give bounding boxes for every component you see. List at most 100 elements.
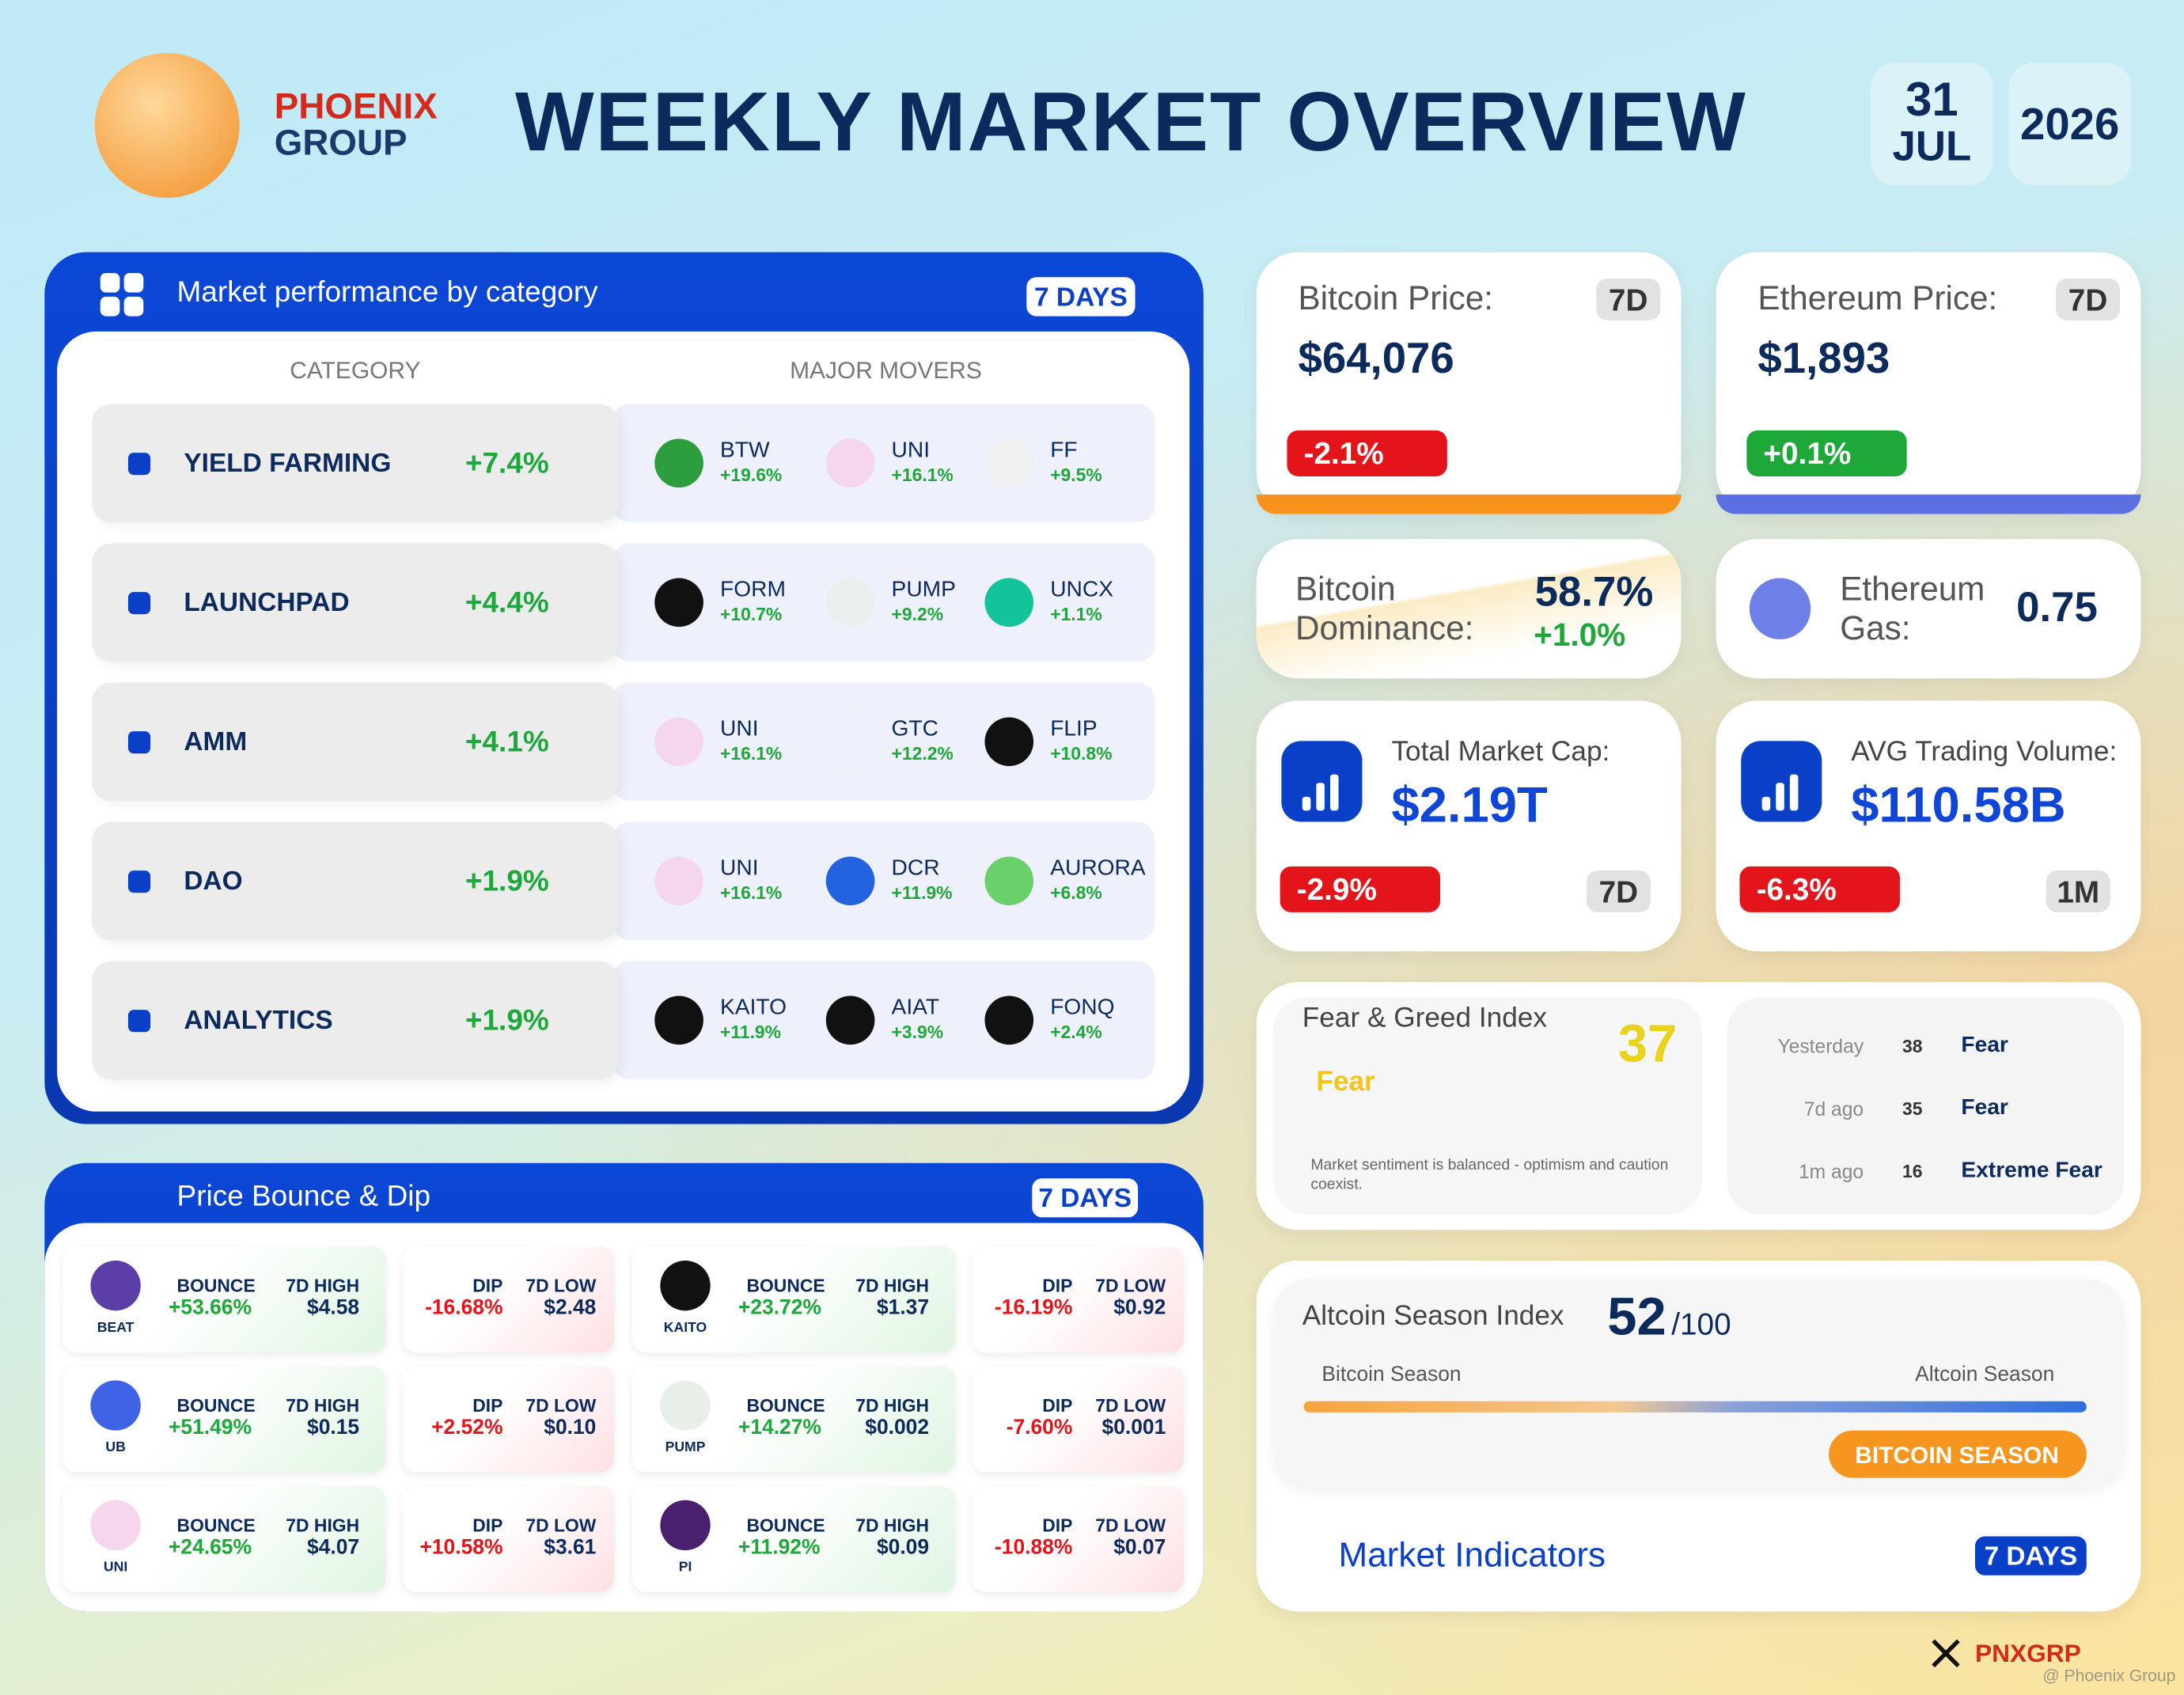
gas-value: 0.75 — [2016, 585, 2098, 631]
dominance-change: +1.0% — [1534, 616, 1626, 653]
eth-icon — [1749, 578, 1811, 639]
panel-icon — [123, 296, 144, 317]
period-badge-text: 7D — [1608, 282, 1648, 318]
metric-icon-bar — [1776, 783, 1784, 811]
category-marker — [127, 870, 151, 893]
metric-icon-bar — [1761, 796, 1771, 811]
low-label: 7D LOW — [525, 1275, 597, 1296]
status-badge — [1829, 1430, 2087, 1478]
token-icon — [984, 717, 1034, 767]
high-label: 7D HIGH — [286, 1515, 360, 1536]
high-value: $1.37 — [876, 1295, 930, 1320]
dominance-label: Dominance: — [1295, 609, 1474, 648]
price-value: $64,076 — [1298, 333, 1454, 383]
token-icon — [90, 1260, 141, 1311]
token-name: PUMP — [665, 1440, 706, 1456]
panel-icon — [100, 296, 120, 317]
token-icon — [660, 1500, 711, 1551]
date-day: 31 — [1905, 74, 1958, 127]
date-month: JUL — [1892, 123, 1972, 170]
fear-greed-title: Fear & Greed Index — [1302, 1003, 1547, 1034]
low-value: $0.10 — [544, 1416, 597, 1440]
period-badge — [1026, 277, 1136, 317]
token-name: PI — [678, 1560, 692, 1576]
mover-symbol: AIAT — [891, 995, 940, 1020]
high-label: 7D HIGH — [855, 1275, 930, 1296]
period-badge — [1974, 1536, 2087, 1576]
category-marker — [127, 731, 151, 754]
mover-symbol: BTW — [720, 438, 770, 463]
season-label: Bitcoin Season — [1321, 1363, 1462, 1387]
mover-symbol: UNI — [891, 438, 931, 463]
mover-change: +16.1% — [720, 743, 783, 764]
token-icon — [825, 856, 875, 906]
category-change: +1.9% — [464, 1004, 549, 1037]
category-marker — [127, 453, 151, 476]
mover-symbol: UNI — [720, 717, 759, 741]
metric-icon-bar — [1302, 796, 1311, 811]
dip-label: DIP — [1042, 1515, 1073, 1536]
altcoin-value: 52 — [1607, 1288, 1666, 1348]
high-label: 7D HIGH — [286, 1275, 360, 1296]
history-label: Extreme Fear — [1961, 1158, 2102, 1183]
logo — [94, 52, 240, 198]
metric-icon-bar — [1329, 774, 1339, 811]
history-value: 35 — [1902, 1098, 1923, 1120]
altcoin-scale: /100 — [1671, 1306, 1731, 1342]
mover-symbol: UNCX — [1050, 578, 1114, 602]
period-badge-text: 7 DAYS — [1984, 1542, 2078, 1572]
bounce-value: +11.92% — [737, 1535, 821, 1560]
x-logo — [1932, 1639, 1960, 1668]
mover-change: +9.2% — [891, 604, 944, 625]
category-card — [92, 682, 619, 802]
low-label: 7D LOW — [525, 1394, 597, 1416]
price-label: Bitcoin Price: — [1298, 279, 1494, 318]
mover-symbol: UNI — [720, 856, 759, 881]
panel-icon — [100, 272, 120, 293]
mover-symbol: DCR — [891, 856, 940, 881]
category-name: ANALYTICS — [184, 1006, 333, 1036]
mover-change: +9.5% — [1050, 465, 1102, 486]
metric-value: $2.19T — [1391, 775, 1548, 833]
period-badge — [1596, 279, 1661, 320]
low-label: 7D LOW — [1095, 1275, 1166, 1296]
period-badge-text: 1M — [2057, 874, 2100, 910]
dip-label: DIP — [1042, 1275, 1073, 1296]
category-name: YIELD FARMING — [184, 449, 392, 479]
category-card — [92, 961, 619, 1080]
bounce-label: BOUNCE — [746, 1275, 825, 1296]
mover-change: +12.2% — [891, 743, 954, 764]
period-badge — [1586, 870, 1651, 912]
panel-title: Market performance by category — [176, 276, 598, 309]
fear-greed-history — [1727, 997, 2125, 1215]
mover-symbol: KAITO — [720, 995, 787, 1020]
mover-symbol: FLIP — [1050, 717, 1098, 741]
price-label: Ethereum Price: — [1757, 279, 1998, 318]
column-header: MAJOR MOVERS — [790, 357, 982, 384]
dip-value: +10.58% — [419, 1535, 503, 1560]
mover-change: +3.9% — [891, 1022, 944, 1043]
dip-card — [402, 1246, 615, 1353]
fear-greed-value: 37 — [1617, 1015, 1678, 1075]
bounce-label: BOUNCE — [176, 1394, 256, 1416]
brand-name: PHOENIX — [274, 85, 438, 127]
bounce-value: +51.49% — [168, 1416, 252, 1440]
category-name: AMM — [184, 727, 248, 757]
token-icon — [654, 578, 703, 628]
bounce-value: +14.27% — [737, 1416, 821, 1440]
season-track — [1303, 1401, 2087, 1412]
price-value: $1,893 — [1757, 333, 1890, 383]
metric-icon-bar — [1316, 783, 1325, 811]
high-value: $0.09 — [876, 1535, 930, 1560]
period-badge — [2046, 870, 2110, 912]
low-label: 7D LOW — [1095, 1515, 1166, 1536]
category-name: DAO — [184, 866, 243, 897]
category-change: +1.9% — [464, 865, 549, 898]
dominance-label: Bitcoin — [1295, 571, 1396, 609]
watermark: @ Phoenix Group — [2042, 1666, 2176, 1686]
season-label: Altcoin Season — [1915, 1363, 2055, 1387]
history-when: Yesterday — [1777, 1034, 1864, 1057]
high-label: 7D HIGH — [855, 1515, 930, 1536]
